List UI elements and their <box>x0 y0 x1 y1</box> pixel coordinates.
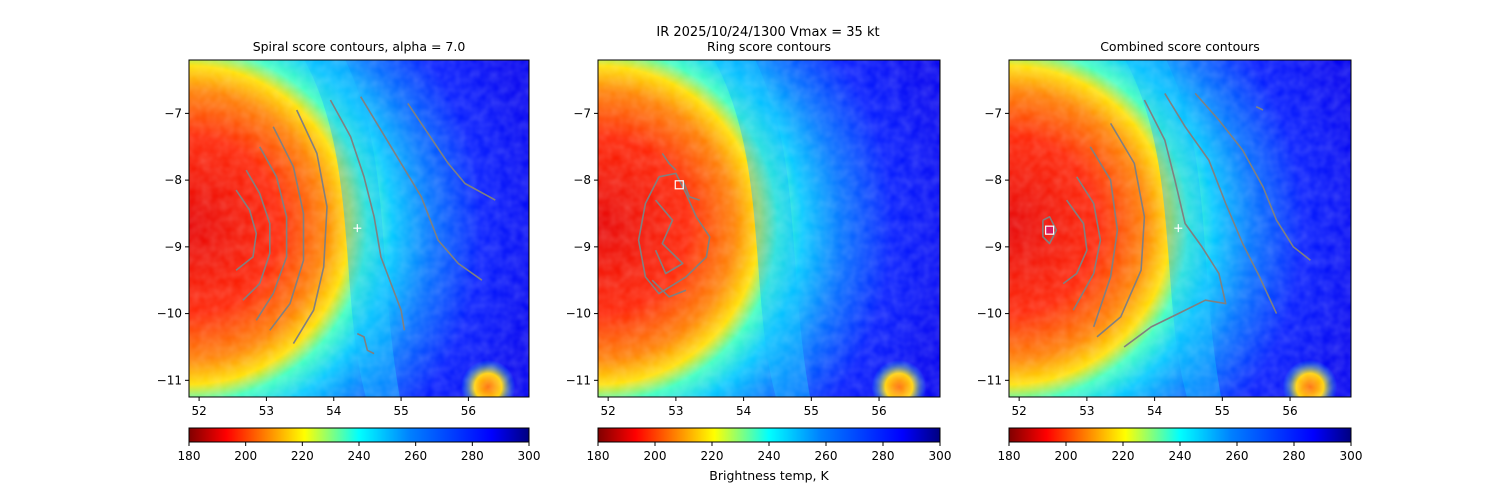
contour-line <box>329 99 406 331</box>
x-tick-label: 56 <box>871 404 886 418</box>
ir-image <box>189 60 529 397</box>
contour-line <box>1089 146 1119 328</box>
y-tick-label: −11 <box>977 373 1002 387</box>
x-tick-label: 55 <box>1215 404 1230 418</box>
center-plus-marker <box>353 224 362 233</box>
center-plus-marker <box>1174 224 1183 233</box>
y-tick-label: −11 <box>157 373 182 387</box>
y-tick-label: −8 <box>164 173 182 187</box>
y-tick-label: −9 <box>984 240 1002 254</box>
x-tick-label: 53 <box>1079 404 1094 418</box>
colorbar-tick-label: 300 <box>929 449 952 463</box>
x-tick-label: 53 <box>668 404 683 418</box>
colorbar <box>597 427 941 443</box>
colorbar-tick-label: 220 <box>701 449 724 463</box>
y-tick-label: −10 <box>157 307 182 321</box>
contour-line <box>269 126 305 331</box>
y-tick-label: −8 <box>573 173 591 187</box>
contour-line <box>242 169 271 301</box>
y-tick-label: −7 <box>573 106 591 120</box>
colorbar-tick-label: 260 <box>404 449 427 463</box>
axes-frame <box>188 59 530 398</box>
colorbar-tick-label: 180 <box>178 449 201 463</box>
y-tick-label: −10 <box>977 307 1002 321</box>
x-tick-label: 52 <box>191 404 206 418</box>
colorbar-tick-label: 240 <box>1169 449 1192 463</box>
x-tick-label: 56 <box>1282 404 1297 418</box>
colorbar <box>1008 427 1352 443</box>
colorbar-tick-label: 260 <box>1226 449 1249 463</box>
contour-line <box>1042 216 1058 245</box>
contour-line <box>1255 105 1264 111</box>
colorbar-label: Brightness temp, K <box>709 468 829 483</box>
y-tick-label: −7 <box>984 106 1002 120</box>
panel-title: Spiral score contours, alpha = 7.0 <box>253 39 466 54</box>
x-tick-label: 54 <box>326 404 341 418</box>
x-tick-label: 54 <box>1147 404 1162 418</box>
contour-line <box>407 102 496 201</box>
panel-title: Ring score contours <box>707 39 831 54</box>
contour-line <box>1194 92 1311 261</box>
ir-image <box>1009 60 1351 397</box>
colorbar-tick-label: 200 <box>644 449 667 463</box>
contour-group <box>235 96 496 355</box>
colorbar-tick-label: 220 <box>291 449 314 463</box>
contour-line <box>1123 99 1227 348</box>
colorbar-tick-label: 220 <box>1112 449 1135 463</box>
contour-line <box>292 109 328 345</box>
y-tick-label: −10 <box>566 307 591 321</box>
ir-image <box>598 60 940 397</box>
contour-line <box>637 172 711 295</box>
colorbar <box>188 427 530 443</box>
contour-group <box>637 152 711 298</box>
spiral-panel: Spiral score contours, alpha = 7.0 52 53 54… <box>157 39 541 463</box>
colorbar-tick-label: 280 <box>1283 449 1306 463</box>
colorbar-tick-label: 280 <box>872 449 895 463</box>
colorbar-tick-label: 240 <box>758 449 781 463</box>
contour-line <box>235 189 258 271</box>
contour-line <box>1096 122 1146 338</box>
colorbar-tick-label: 260 <box>815 449 838 463</box>
center-square-marker <box>674 180 684 190</box>
x-tick-label: 52 <box>601 404 616 418</box>
contour-line <box>681 179 700 201</box>
x-tick-label: 54 <box>736 404 751 418</box>
contour-line <box>1164 92 1278 314</box>
colorbar-tick-label: 280 <box>461 449 484 463</box>
y-tick-label: −7 <box>164 106 182 120</box>
contour-line <box>1072 176 1102 311</box>
contour-line <box>651 279 687 298</box>
figure-title: IR 2025/10/24/1300 Vmax = 35 kt <box>656 25 879 40</box>
colorbar-tick-label: 180 <box>587 449 610 463</box>
contour-group <box>1042 92 1311 348</box>
panel-title: Combined score contours <box>1100 39 1260 54</box>
contour-line <box>356 332 375 355</box>
contour-line <box>661 152 677 171</box>
ring-panel: Ring score contours 52 53 54 55 56 −7 −8 −9 −10 −1… <box>566 39 952 483</box>
colorbar-tick-label: 200 <box>234 449 257 463</box>
x-tick-label: 52 <box>1012 404 1027 418</box>
colorbar-tick-label: 240 <box>348 449 371 463</box>
y-tick-label: −9 <box>573 240 591 254</box>
contour-line <box>1062 199 1088 285</box>
colorbar-tick-label: 200 <box>1055 449 1078 463</box>
colorbar-tick-label: 300 <box>518 449 541 463</box>
y-tick-label: −11 <box>566 373 591 387</box>
x-tick-label: 55 <box>393 404 408 418</box>
colorbar-tick-label: 300 <box>1340 449 1363 463</box>
x-tick-label: 56 <box>461 404 476 418</box>
y-tick-label: −9 <box>164 240 182 254</box>
contour-line <box>255 146 288 321</box>
contour-line <box>360 96 483 281</box>
y-tick-label: −8 <box>984 173 1002 187</box>
axes-frame <box>1008 59 1352 398</box>
x-tick-label: 53 <box>259 404 274 418</box>
contour-line <box>654 199 684 275</box>
axes-frame <box>597 59 941 398</box>
combined-panel: Combined score contours 52 53 54 55 56 −7 −8 −9 −… <box>977 39 1363 463</box>
x-tick-label: 55 <box>804 404 819 418</box>
colorbar-tick-label: 180 <box>998 449 1021 463</box>
center-square-marker <box>1045 225 1055 235</box>
